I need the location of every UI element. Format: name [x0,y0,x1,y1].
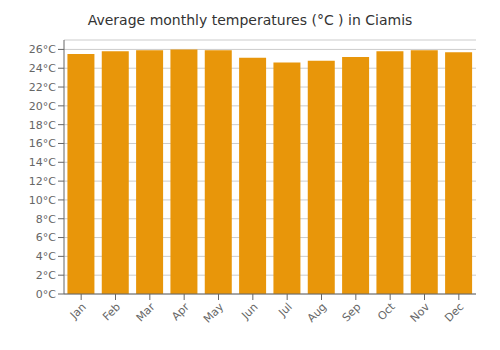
svg-text:Dec: Dec [442,300,466,324]
svg-text:Sep: Sep [340,300,364,324]
svg-text:May: May [201,300,227,326]
svg-text:16°C: 16°C [29,137,56,150]
svg-text:22°C: 22°C [29,81,56,94]
svg-text:8°C: 8°C [36,213,56,226]
html-text:Average monthly temperatures (: Average monthly temperatures (°C ) in Ci… [87,12,413,28]
svg-text:14°C: 14°C [29,156,56,169]
svg-text:Aug: Aug [305,300,329,324]
svg-text:Jan: Jan [67,300,89,322]
svg-text:Jun: Jun [238,300,260,322]
svg-text:12°C: 12°C [29,175,56,188]
svg-text:6°C: 6°C [36,231,56,244]
svg-text:2°C: 2°C [36,269,56,282]
svg-text:18°C: 18°C [29,119,56,132]
svg-text:Apr: Apr [169,300,192,323]
svg-text:Mar: Mar [134,300,158,324]
svg-text:26°C: 26°C [29,43,56,56]
svg-text:Oct: Oct [375,300,398,323]
svg-text:10°C: 10°C [29,194,56,207]
svg-text:Nov: Nov [408,300,433,325]
svg-text:20°C: 20°C [29,100,56,113]
svg-text:0°C: 0°C [36,288,56,301]
svg-text:Feb: Feb [100,300,123,323]
svg-text:4°C: 4°C [36,250,56,263]
svg-text:24°C: 24°C [29,62,56,75]
svg-text:Jul: Jul [276,300,295,319]
